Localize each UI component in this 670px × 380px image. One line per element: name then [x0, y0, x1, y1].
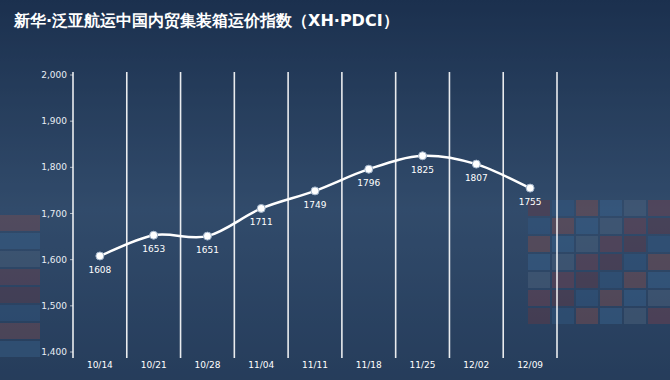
x-tick-label: 11/18 — [356, 360, 382, 370]
y-tick-label: 1,900 — [41, 116, 67, 126]
y-tick-label: 1,400 — [41, 347, 67, 357]
x-tick-label: 11/25 — [410, 360, 436, 370]
point — [203, 232, 211, 240]
point — [96, 252, 104, 260]
y-tick — [70, 305, 73, 306]
data-label: 1608 — [88, 265, 111, 275]
y-tick-label: 2,000 — [41, 70, 67, 80]
y-tick — [70, 75, 73, 76]
data-label: 1653 — [142, 244, 165, 254]
grid-line-x — [556, 72, 558, 358]
grid-line-x — [180, 72, 182, 358]
grid-line-x — [449, 72, 451, 358]
x-tick-label: 12/09 — [517, 360, 543, 370]
grid-line-x — [502, 72, 504, 358]
grid-line-x — [287, 72, 289, 358]
grid-line-x — [234, 72, 236, 358]
y-tick-label: 1,500 — [41, 301, 67, 311]
point — [365, 165, 373, 173]
y-tick — [70, 352, 73, 353]
point — [419, 152, 427, 160]
point — [472, 160, 480, 168]
y-tick-label: 1,700 — [41, 209, 67, 219]
data-label: 1651 — [196, 245, 219, 255]
data-label: 1796 — [357, 178, 380, 188]
grid-line-x — [126, 72, 128, 358]
x-tick-label: 10/21 — [141, 360, 167, 370]
grid-line-x — [395, 72, 397, 358]
data-label: 1711 — [250, 217, 273, 227]
x-tick-label: 10/28 — [194, 360, 220, 370]
point — [150, 231, 158, 239]
data-label: 1825 — [411, 165, 434, 175]
plot-marks — [96, 152, 534, 260]
grid-line-x — [72, 72, 74, 358]
overlay — [0, 0, 670, 380]
data-label: 1749 — [304, 200, 327, 210]
y-tick-label: 1,800 — [41, 162, 67, 172]
background — [0, 0, 670, 380]
series-line — [100, 156, 530, 256]
grid-line-x — [341, 72, 343, 358]
x-tick-label: 12/02 — [463, 360, 489, 370]
data-label: 1755 — [519, 197, 542, 207]
x-tick-label: 11/04 — [248, 360, 274, 370]
y-tick-label: 1,600 — [41, 255, 67, 265]
data-label: 1807 — [465, 173, 488, 183]
point — [257, 204, 265, 212]
y-tick — [70, 121, 73, 122]
point — [311, 187, 319, 195]
x-tick-label: 11/11 — [302, 360, 328, 370]
y-tick — [70, 259, 73, 260]
point — [526, 184, 534, 192]
y-tick — [70, 167, 73, 168]
x-tick-label: 10/14 — [87, 360, 113, 370]
y-tick — [70, 213, 73, 214]
title: 新华·泛亚航运中国内贸集装箱运价指数（XH·PDCI） — [13, 11, 399, 30]
